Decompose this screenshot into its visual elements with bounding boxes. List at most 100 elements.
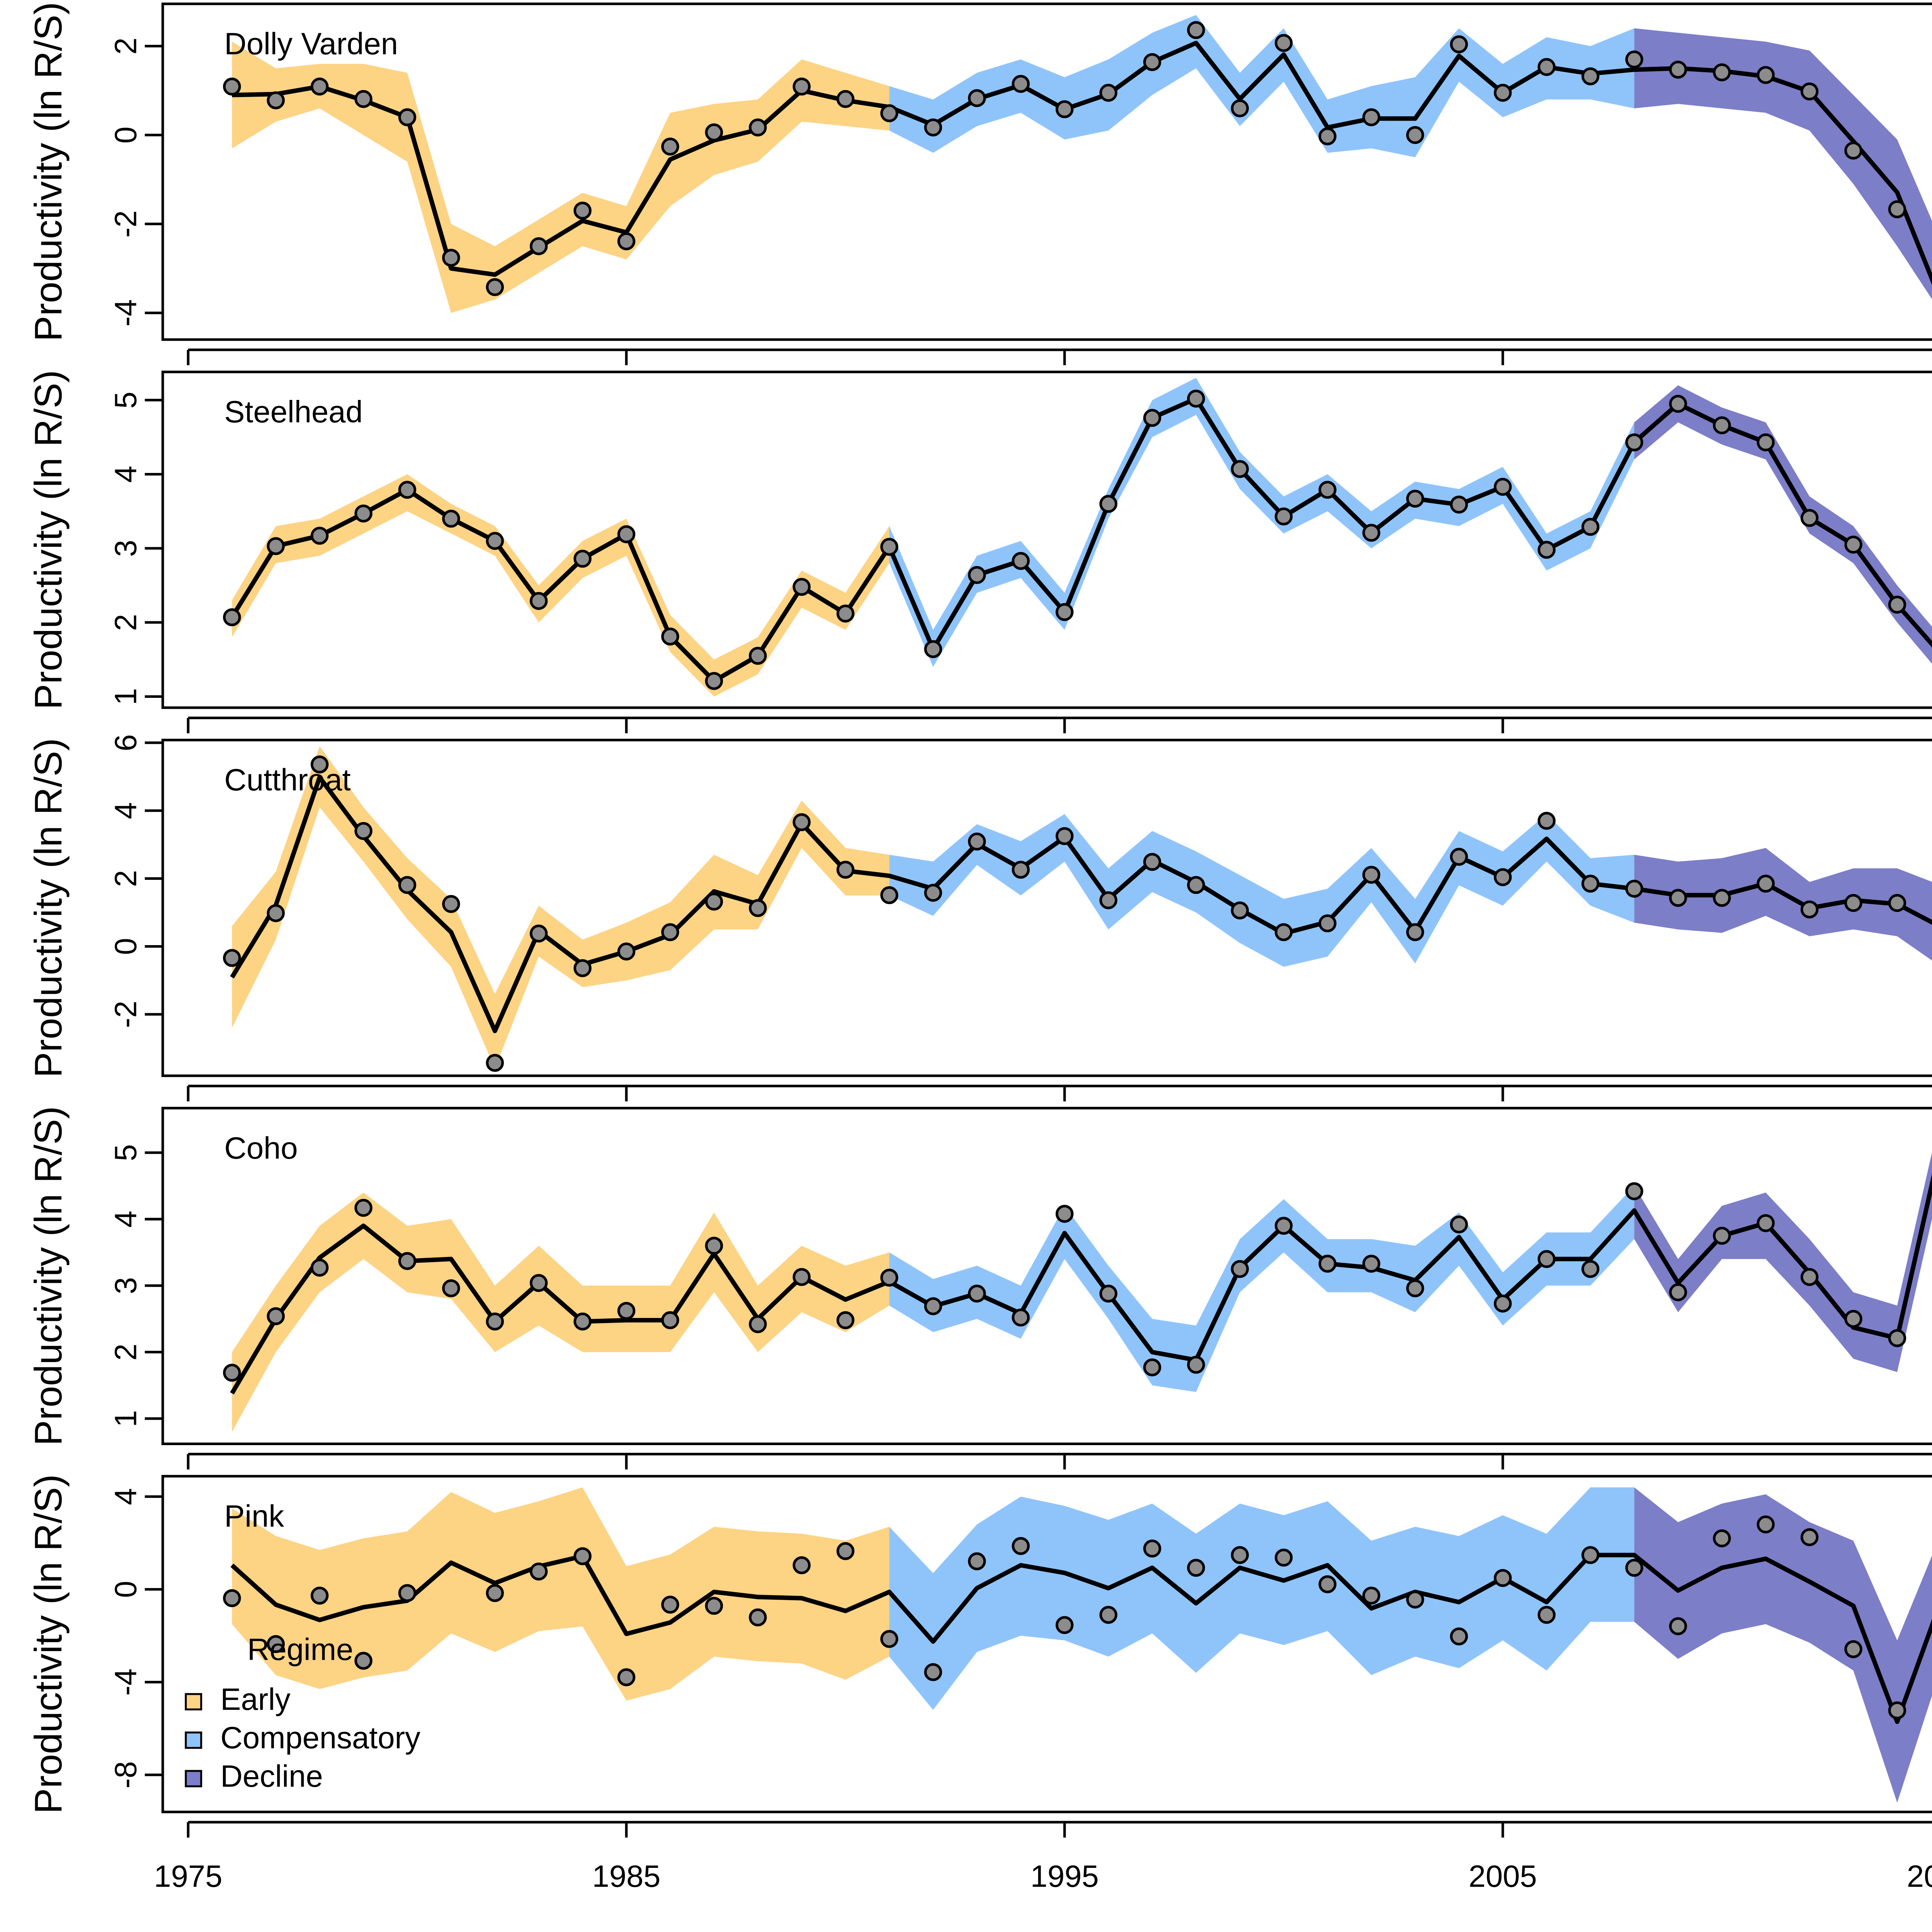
panel-frame [161, 1107, 1932, 1445]
observed-point [1450, 35, 1468, 53]
observed-point [354, 822, 372, 840]
y-tick-label: 5 [109, 1144, 143, 1161]
panel-title: Dolly Varden [224, 26, 398, 61]
y-axis-label: Productivity (ln R/S) [27, 370, 70, 710]
observed-point [1844, 1310, 1862, 1328]
legend-label: Early [220, 1682, 291, 1716]
observed-point [1012, 1308, 1030, 1327]
observed-point [1143, 53, 1162, 71]
observed-point [1274, 923, 1293, 941]
observed-point [1844, 536, 1862, 554]
observed-point [529, 237, 548, 255]
y-tick-label: -2 [109, 1001, 143, 1028]
observed-point [1187, 1355, 1205, 1374]
x-tick-label: 2015 [1907, 1859, 1932, 1893]
observed-point [924, 1297, 942, 1315]
interval-band [232, 474, 889, 697]
observed-point [1625, 1182, 1643, 1201]
interval-band [232, 41, 889, 313]
observed-point [1406, 490, 1424, 508]
observed-point [705, 123, 723, 141]
observed-point [836, 1542, 855, 1560]
observed-point [310, 77, 329, 96]
observed-point [1493, 83, 1512, 102]
y-tick-label: 5 [109, 391, 143, 408]
observed-point [1537, 1250, 1556, 1268]
y-tick-label: 1 [109, 688, 143, 705]
observed-point [1713, 1226, 1731, 1245]
observed-point [1099, 1284, 1117, 1303]
interval-band [232, 1487, 889, 1701]
observed-point [836, 90, 855, 108]
observed-point [1406, 923, 1424, 941]
interval-band [1634, 385, 1932, 664]
observed-point [1757, 66, 1775, 84]
observed-point [354, 90, 372, 108]
observed-point [529, 592, 548, 610]
observed-point [442, 895, 460, 913]
observed-point [1055, 100, 1074, 118]
observed-point [1537, 812, 1556, 830]
observed-point [1713, 889, 1731, 907]
observed-point [267, 537, 285, 555]
observed-point [1318, 481, 1337, 499]
observed-point [267, 91, 285, 109]
y-tick-label: 2 [109, 614, 143, 631]
panel-title: Coho [224, 1131, 298, 1165]
y-axis-label: Productivity (ln R/S) [27, 1474, 70, 1814]
observed-point [1537, 58, 1556, 76]
observed-point [223, 949, 241, 967]
y-tick-label: 4 [109, 1488, 143, 1505]
observed-point [1713, 1529, 1731, 1548]
observed-point [880, 1630, 898, 1648]
observed-point [267, 1635, 285, 1653]
observed-point [617, 232, 636, 250]
observed-point [1362, 1255, 1381, 1273]
observed-point [398, 1252, 417, 1270]
fit-line [232, 41, 1932, 285]
y-tick-label: -2 [109, 210, 143, 238]
observed-point [1537, 1606, 1556, 1624]
observed-point [1012, 75, 1030, 93]
observed-point [486, 278, 504, 296]
observed-point [880, 538, 898, 556]
observed-point [1888, 200, 1906, 218]
observed-point [880, 104, 898, 122]
y-tick-label: 2 [109, 1344, 143, 1361]
observed-point [968, 566, 986, 584]
observed-point [1012, 552, 1030, 570]
observed-point [1099, 83, 1117, 102]
observed-point [1800, 509, 1819, 527]
observed-point [924, 1663, 942, 1681]
observed-point [223, 1589, 241, 1607]
fit-line [230, 1173, 1932, 1395]
observed-point [1099, 1606, 1117, 1624]
y-tick-label: 0 [109, 1581, 143, 1598]
observed-point [1231, 99, 1249, 117]
observed-point [793, 77, 811, 96]
panel [223, 1152, 1932, 1432]
observed-point [705, 1597, 723, 1615]
observed-point [1274, 1217, 1293, 1235]
observed-point [1055, 827, 1074, 845]
observed-point [573, 549, 592, 568]
observed-point [1231, 1260, 1249, 1278]
observed-point [1055, 603, 1074, 621]
y-tick-label: 4 [109, 802, 143, 819]
observed-point [1800, 1528, 1819, 1546]
observed-point [1099, 495, 1117, 513]
observed-point [793, 813, 811, 831]
observed-point [1757, 1515, 1775, 1534]
observed-point [310, 1587, 329, 1605]
observed-point [223, 608, 241, 626]
fit-line [230, 775, 1932, 1033]
observed-point [836, 1311, 855, 1329]
observed-point [617, 525, 636, 543]
observed-point [749, 1315, 767, 1333]
observed-point [1625, 50, 1643, 69]
y-tick-label: -4 [109, 299, 143, 327]
observed-point [968, 1284, 986, 1303]
x-tick-label: 1995 [1031, 1859, 1099, 1893]
observed-point [267, 1307, 285, 1325]
x-tick-label: 1975 [154, 1859, 222, 1893]
